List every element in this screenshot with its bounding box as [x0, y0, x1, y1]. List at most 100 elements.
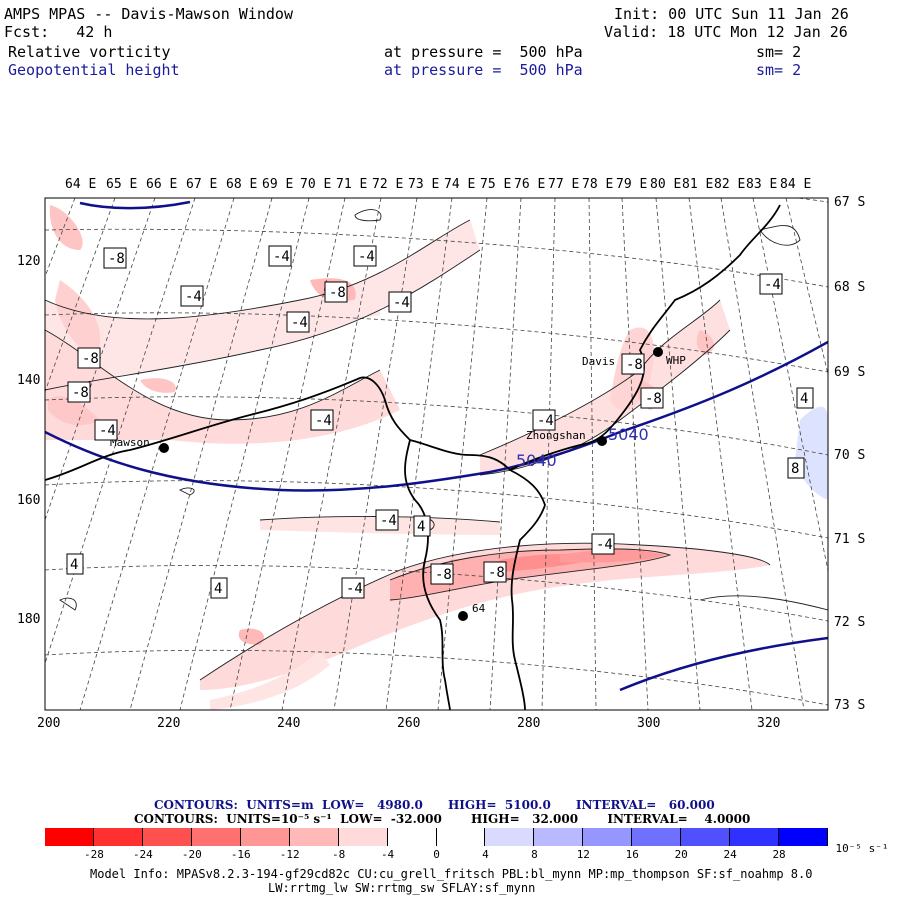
svg-text:-8: -8 [82, 351, 99, 367]
forecast-hour: Fcst: 42 h [4, 23, 113, 41]
grid-x-label: 240 [277, 716, 301, 731]
colorbar-segment [583, 828, 633, 846]
colorbar-segment [632, 828, 682, 846]
svg-text:-4: -4 [358, 249, 375, 265]
station-label-mawson: Mawson [110, 436, 150, 449]
svg-text:-4: -4 [273, 249, 290, 265]
vorticity-contours-info: CONTOURS: UNITS=10⁻⁵ s⁻¹ LOW= -32.000 HI… [134, 812, 751, 826]
vort-label: 8 [787, 457, 805, 479]
svg-text:-4: -4 [764, 277, 781, 293]
map-content [45, 198, 828, 710]
vort-label: -8 [640, 387, 664, 409]
colorbar-label: -12 [279, 848, 300, 861]
colorbar-segment [387, 828, 437, 846]
grid-y-label: 180 [17, 612, 41, 627]
vort-label: -4 [286, 311, 310, 333]
svg-text:-8: -8 [329, 285, 346, 301]
svg-text:-8: -8 [645, 391, 662, 407]
lon-label: 69 E [262, 177, 294, 192]
colorbar-segment [45, 828, 94, 846]
lon-label: 79 E [616, 177, 648, 192]
lon-label: 83 E [746, 177, 778, 192]
colorbar-label: -4 [380, 848, 395, 861]
colorbar-segment [436, 828, 486, 846]
field1-sm: sm= 2 [756, 43, 802, 61]
svg-text:-8: -8 [72, 385, 89, 401]
colorbar-label: 12 [576, 848, 590, 861]
height-labels: 5040 5040 [516, 425, 649, 470]
vort-label: -4 [375, 509, 399, 531]
lon-label: 71 E [336, 177, 368, 192]
lon-label: 84 E [780, 177, 812, 192]
lon-label: 67 E [186, 177, 218, 192]
station-dot-zhongshan [597, 436, 607, 446]
station-label-zhongshan: Zhongshan [526, 429, 586, 442]
lon-label: 66 E [146, 177, 178, 192]
vort-label: -8 [77, 347, 101, 369]
colorbar-segment [240, 828, 290, 846]
station-label-whp: WHP [666, 354, 686, 367]
colorbar-label: 8 [531, 848, 538, 861]
vort-label: -4 [388, 291, 412, 313]
height-contours-info: CONTOURS: UNITS=m LOW= 4980.0 HIGH= 5100… [154, 798, 715, 812]
grid-y-label: 160 [17, 493, 41, 508]
field1-pressure: at pressure = 500 hPa [384, 43, 583, 61]
init-time: Init: 00 UTC Sun 11 Jan 26 [614, 5, 849, 23]
lon-label: 64 E [65, 177, 97, 192]
lon-label: 82 E [714, 177, 746, 192]
svg-text:-4: -4 [596, 537, 613, 553]
station-dot-64 [458, 611, 468, 621]
colorbar-segment [534, 828, 584, 846]
grid-x-label: 260 [397, 716, 421, 731]
height-label: 5040 [608, 425, 649, 444]
lat-label: 71 S [834, 532, 866, 547]
svg-text:-4: -4 [393, 295, 410, 311]
vort-label: -8 [621, 353, 645, 375]
svg-text:-4: -4 [185, 289, 202, 305]
vort-label: -8 [483, 561, 507, 583]
colorbar-label: 16 [625, 848, 639, 861]
station-dot-mawson [159, 443, 169, 453]
colorbar-label: -8 [332, 848, 346, 861]
station-label-64: 64 [472, 602, 486, 615]
colorbar-segment [338, 828, 388, 846]
vort-label: -4 [532, 409, 556, 431]
colorbar-label: 4 [482, 848, 489, 861]
lon-label: 73 E [408, 177, 440, 192]
colorbar-label: -28 [84, 848, 104, 861]
grid-x-label: 320 [757, 716, 781, 731]
grid-x-label: 220 [157, 716, 181, 731]
lon-label: 72 E [372, 177, 404, 192]
height-contours [45, 200, 828, 692]
field2-sm: sm= 2 [756, 61, 802, 79]
grid-x-label: 300 [637, 716, 661, 731]
height-label: 5040 [516, 451, 557, 470]
colorbar-segment [191, 828, 241, 846]
svg-text:4: 4 [70, 557, 78, 573]
station-labels: Davis WHP Zhongshan Mawson 64 [110, 354, 686, 615]
lat-label: 68 S [834, 280, 866, 295]
vort-label: -8 [324, 281, 348, 303]
model-info-line1: Model Info: MPASv8.2.3-194-gf29cd82c CU:… [90, 867, 813, 881]
lon-label: 65 E [106, 177, 138, 192]
colorbar-segment [485, 828, 535, 846]
vort-label: -4 [353, 245, 377, 267]
grid-x-label: 200 [37, 716, 61, 731]
valid-time: Valid: 18 UTC Mon 12 Jan 26 [604, 23, 848, 41]
field2-pressure: at pressure = 500 hPa [384, 61, 583, 79]
svg-text:-4: -4 [315, 413, 332, 429]
svg-text:-8: -8 [108, 251, 125, 267]
colorbar-segment [93, 828, 143, 846]
vort-label: 4 [66, 553, 84, 575]
lon-label: 80 E [650, 177, 682, 192]
svg-text:4: 4 [417, 519, 425, 535]
lat-label: 72 S [834, 615, 866, 630]
chart-title: AMPS MPAS -- Davis-Mawson Window [4, 5, 293, 23]
colorbar-label: 28 [772, 848, 786, 861]
meridians [45, 198, 828, 710]
svg-text:-8: -8 [626, 357, 643, 373]
vort-label: -8 [103, 247, 127, 269]
vort-label: -4 [591, 533, 615, 555]
vort-label: 4 [413, 515, 431, 537]
